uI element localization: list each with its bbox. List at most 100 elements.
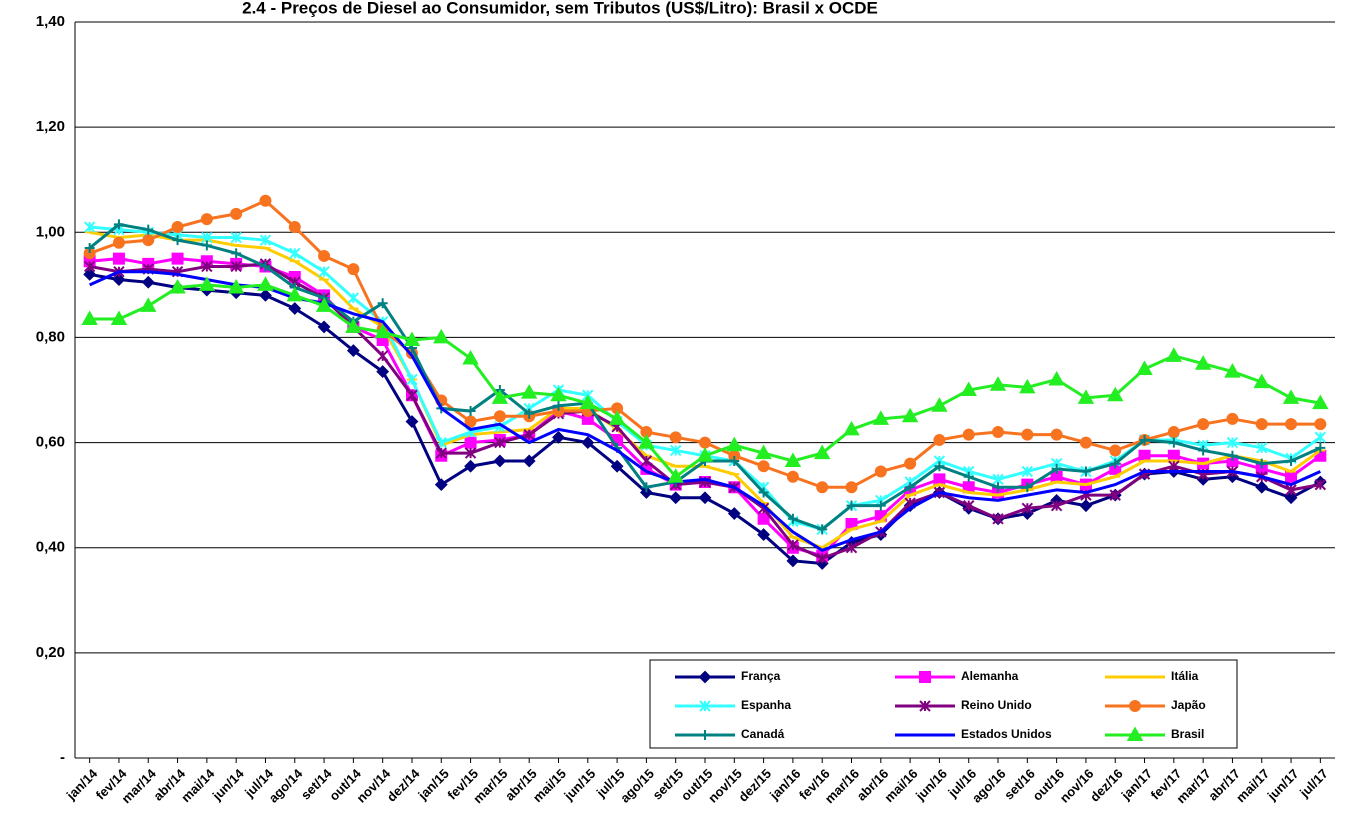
marker (231, 248, 242, 259)
marker (83, 267, 97, 281)
marker (1285, 484, 1297, 496)
legend-label: Reino Unido (961, 698, 1032, 712)
x-tick-label: jun/14 (209, 765, 247, 803)
marker (169, 278, 186, 294)
marker (611, 402, 624, 415)
marker (493, 410, 506, 423)
x-tick-label: ago/16 (969, 766, 1009, 806)
marker (200, 213, 213, 226)
marker (346, 344, 360, 357)
chart-title: 2.4 - Preços de Diesel ao Consumidor, se… (242, 0, 878, 17)
marker (960, 381, 977, 396)
x-tick-label: jun/16 (912, 766, 950, 804)
x-tick-label: dez/16 (1087, 766, 1126, 805)
y-tick-label: 1,00 (36, 223, 65, 240)
marker (817, 524, 828, 535)
marker (610, 459, 624, 473)
marker (1226, 436, 1239, 449)
marker (934, 461, 945, 472)
marker (112, 273, 126, 287)
marker (1139, 434, 1150, 445)
marker (1314, 431, 1327, 444)
marker (257, 276, 274, 291)
marker (1256, 442, 1268, 454)
legend-label: Estados Unidos (961, 727, 1052, 741)
marker (347, 263, 360, 276)
marker (874, 465, 887, 478)
marker (347, 292, 360, 304)
marker (376, 350, 389, 362)
marker (201, 240, 212, 251)
x-tick-label: jul/17 (1296, 766, 1331, 801)
x-tick-label: jan/17 (1118, 766, 1155, 803)
marker (318, 266, 330, 278)
marker (198, 276, 216, 291)
marker (524, 408, 535, 419)
marker (845, 542, 858, 554)
marker (81, 310, 98, 326)
marker (933, 434, 946, 446)
marker (1079, 436, 1092, 449)
marker (491, 389, 509, 404)
marker (786, 554, 800, 568)
y-tick-label: 1,40 (36, 13, 65, 30)
marker (523, 428, 535, 441)
marker (406, 373, 418, 386)
marker (1256, 458, 1267, 469)
marker (464, 415, 477, 428)
marker (1077, 389, 1095, 404)
marker (493, 454, 507, 468)
marker (1224, 363, 1241, 378)
marker (640, 426, 653, 438)
marker (1050, 428, 1063, 441)
marker (434, 478, 448, 492)
marker (259, 194, 272, 207)
marker (905, 482, 916, 493)
marker (110, 310, 128, 326)
marker (464, 436, 477, 449)
marker (931, 397, 948, 412)
marker (992, 426, 1005, 439)
x-tick-label: jan/16 (766, 766, 803, 803)
marker (288, 302, 302, 315)
x-tick-label: nov/14 (353, 765, 393, 805)
marker (1285, 470, 1298, 483)
marker (1314, 418, 1327, 431)
marker (640, 455, 653, 467)
marker (522, 454, 536, 468)
y-tick-label: 0,80 (36, 328, 65, 345)
marker (1129, 700, 1142, 712)
marker (757, 460, 770, 473)
marker (1226, 412, 1239, 425)
marker (1312, 394, 1329, 410)
marker (553, 400, 564, 411)
x-tick-label: dez/14 (384, 765, 423, 804)
marker (230, 207, 243, 220)
marker (1080, 466, 1091, 477)
marker (1168, 460, 1180, 472)
marker (669, 431, 682, 444)
marker (286, 286, 303, 302)
marker (699, 436, 712, 449)
x-tick-label: ago/15 (617, 766, 657, 806)
marker (433, 328, 450, 344)
marker (1194, 355, 1212, 370)
marker (227, 278, 245, 294)
marker (758, 487, 769, 498)
marker (112, 252, 125, 265)
marker (639, 486, 653, 499)
marker (83, 221, 96, 233)
marker (1253, 373, 1270, 389)
marker (669, 491, 683, 505)
marker (1167, 426, 1180, 438)
marker (904, 457, 917, 470)
marker (816, 481, 829, 494)
marker (696, 447, 714, 462)
marker (83, 247, 96, 260)
marker (520, 384, 538, 399)
marker (1314, 478, 1327, 491)
marker (1285, 418, 1298, 431)
marker (315, 297, 333, 312)
marker (919, 700, 931, 712)
marker (1315, 442, 1326, 453)
